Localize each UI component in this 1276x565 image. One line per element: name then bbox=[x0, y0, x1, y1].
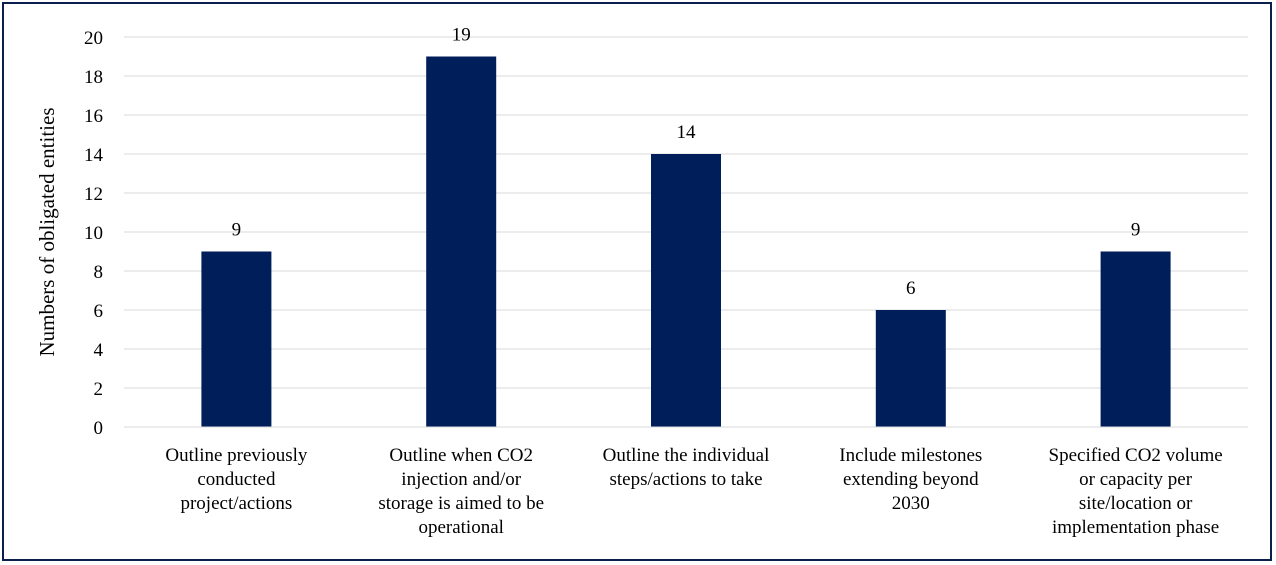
y-tick-label: 0 bbox=[94, 418, 104, 439]
x-tick-label: operational bbox=[418, 517, 503, 538]
x-tick-label: Include milestones bbox=[839, 445, 982, 466]
x-tick-label: 2030 bbox=[892, 493, 930, 514]
y-tick-label: 4 bbox=[94, 340, 104, 361]
x-tick-label: implementation phase bbox=[1052, 517, 1219, 538]
y-tick-label: 14 bbox=[84, 145, 104, 166]
bar bbox=[201, 251, 272, 427]
data-label: 14 bbox=[677, 122, 697, 143]
x-tick-label: site/location or bbox=[1079, 493, 1193, 514]
x-tick-label: steps/actions to take bbox=[609, 469, 762, 490]
category-labels: Outline previously conducted project/actio… bbox=[165, 445, 1222, 538]
bar bbox=[875, 310, 946, 427]
y-tick-label: 6 bbox=[94, 301, 104, 322]
data-label: 9 bbox=[232, 220, 242, 241]
data-labels: 9 19 14 6 9 bbox=[232, 25, 1141, 300]
y-tick-label: 20 bbox=[84, 28, 103, 49]
x-tick-label: injection and/or bbox=[401, 469, 521, 490]
y-tick-label: 12 bbox=[84, 184, 103, 205]
gridlines bbox=[124, 36, 1248, 389]
bar bbox=[651, 154, 721, 427]
x-tick-label: Outline the individual bbox=[603, 445, 770, 466]
y-tick-label: 2 bbox=[94, 379, 104, 400]
bar bbox=[1100, 251, 1171, 427]
data-label: 6 bbox=[906, 278, 916, 299]
data-label: 19 bbox=[452, 25, 471, 46]
x-tick-label: Outline previously bbox=[165, 445, 307, 466]
y-axis-label: Numbers of obligated entities bbox=[35, 107, 59, 356]
y-tick-label: 8 bbox=[94, 262, 104, 283]
x-tick-label: conducted bbox=[197, 469, 276, 490]
y-axis-ticks: 0 2 4 6 8 10 12 14 16 18 20 bbox=[84, 28, 104, 439]
x-tick-label: project/actions bbox=[180, 493, 292, 514]
x-tick-label: or capacity per bbox=[1079, 469, 1193, 490]
y-tick-label: 10 bbox=[84, 223, 103, 244]
x-tick-label: Specified CO2 volume bbox=[1049, 445, 1223, 466]
bar bbox=[426, 56, 497, 427]
data-label: 9 bbox=[1131, 220, 1141, 241]
bars bbox=[201, 56, 1171, 427]
y-tick-label: 16 bbox=[84, 106, 103, 127]
x-tick-label: Outline when CO2 bbox=[389, 445, 533, 466]
x-tick-label: storage is aimed to be bbox=[378, 493, 544, 514]
x-tick-label: extending beyond bbox=[843, 469, 979, 490]
y-tick-label: 18 bbox=[84, 67, 103, 88]
